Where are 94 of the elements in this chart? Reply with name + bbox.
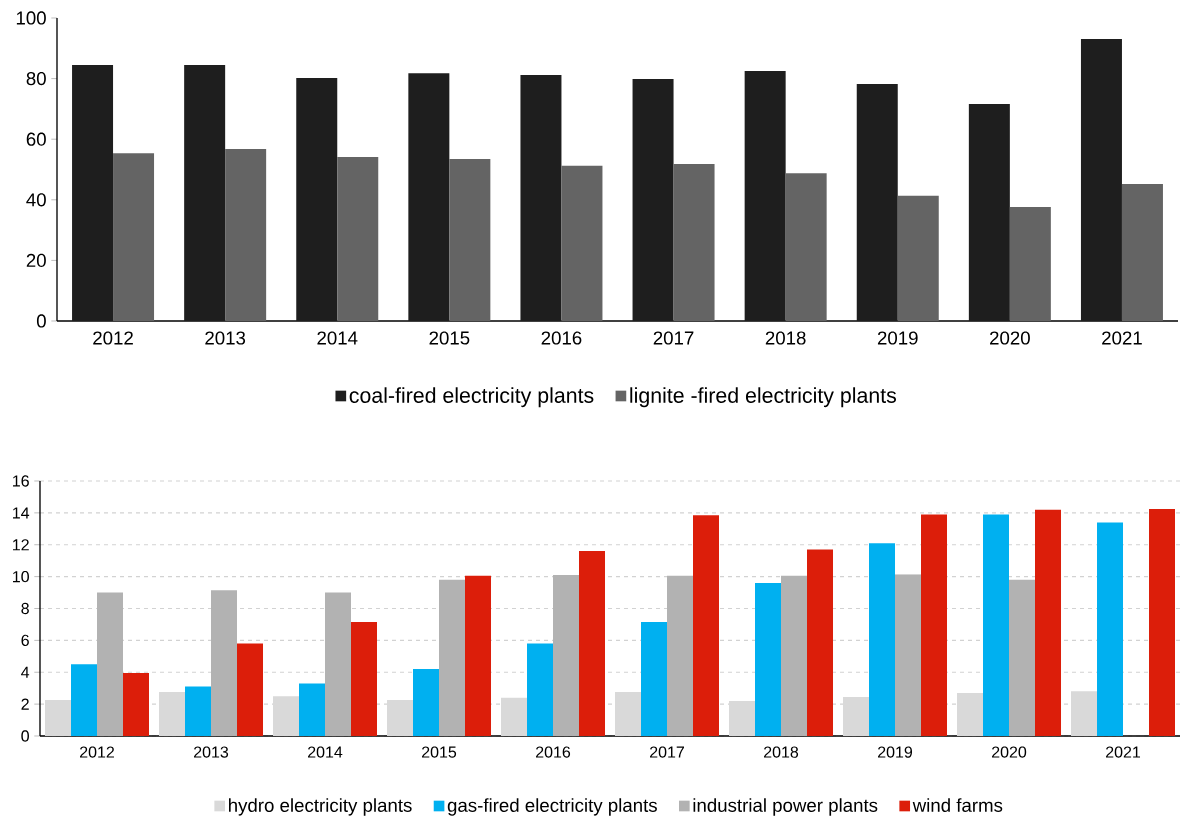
bar: [781, 575, 807, 736]
x-tick-label: 2021: [1102, 331, 1142, 345]
bar: [1035, 509, 1062, 736]
bar: [895, 574, 922, 736]
bar: [184, 64, 226, 321]
bar: [1009, 207, 1051, 321]
y-tick-label: 12: [13, 539, 29, 551]
x-tick-label: 2016: [536, 746, 571, 758]
y-tick-label: 14: [13, 507, 30, 519]
x-tick-label: 2017: [653, 331, 694, 345]
bar: [632, 78, 674, 321]
y-tick-label: 4: [21, 666, 30, 678]
x-tick-label: 2013: [194, 746, 229, 758]
bar: [185, 686, 211, 736]
bar: [299, 683, 325, 736]
y-tick-label: 0: [36, 314, 46, 328]
y-tick-label: 16: [13, 475, 29, 487]
bar: [225, 148, 267, 321]
bar: [897, 195, 939, 321]
bar: [159, 692, 185, 736]
legend-label: coal-fired electricity plants: [349, 387, 594, 408]
bar: [1009, 579, 1036, 736]
bar: [921, 514, 948, 736]
bar: [387, 699, 413, 736]
y-tick-label: 80: [26, 71, 46, 86]
bar: [869, 543, 895, 736]
bar: [71, 664, 97, 736]
bar: [351, 622, 377, 736]
bar: [97, 592, 123, 736]
bar: [296, 77, 338, 321]
y-tick-label: 40: [26, 193, 46, 207]
bar: [520, 74, 562, 321]
y-tick-label: 60: [26, 132, 46, 146]
bar: [439, 579, 465, 736]
legend-label: gas-fired electricity plants: [447, 798, 657, 816]
bar: [408, 73, 450, 321]
x-tick-label: 2018: [765, 331, 806, 345]
bar: [413, 669, 439, 736]
legend-label: lignite -fired electricity plants: [630, 387, 897, 408]
bar: [553, 575, 580, 736]
bar: [211, 590, 237, 736]
bar: [337, 157, 379, 321]
x-tick-label: 2015: [429, 331, 470, 345]
x-tick-label: 2019: [878, 746, 913, 758]
bar: [579, 551, 605, 736]
x-tick-label: 2020: [990, 331, 1030, 345]
bar: [45, 699, 71, 736]
y-tick-label: 2: [21, 698, 29, 710]
bar: [123, 673, 149, 736]
bar: [273, 696, 299, 736]
bar: [693, 515, 719, 736]
bar: [1121, 184, 1163, 321]
bar: [561, 165, 603, 321]
bar: [1149, 508, 1176, 736]
y-tick-label: 6: [21, 634, 29, 647]
legend-label: industrial power plants: [693, 798, 878, 816]
bar: [325, 592, 351, 736]
x-tick-label: 2016: [541, 331, 582, 345]
x-tick-label: 2021: [1106, 746, 1141, 758]
bar: [1080, 38, 1122, 321]
x-tick-label: 2015: [422, 746, 457, 758]
y-tick-label: 20: [26, 253, 46, 268]
bar: [673, 164, 715, 321]
bar: [465, 575, 492, 736]
bar: [527, 643, 553, 736]
legend-label: hydro electricity plants: [229, 798, 412, 816]
bar: [807, 549, 834, 736]
bar: [1097, 522, 1124, 736]
bar: [449, 158, 491, 321]
bar: [968, 104, 1010, 321]
x-tick-label: 2018: [764, 746, 799, 758]
x-tick-label: 2020: [992, 746, 1027, 758]
x-tick-label: 2013: [205, 331, 246, 345]
y-tick-label: 100: [16, 11, 46, 25]
bar: [237, 643, 263, 736]
x-tick-label: 2014: [317, 331, 358, 345]
x-tick-label: 2014: [308, 746, 343, 758]
x-tick-label: 2017: [650, 746, 684, 758]
bar: [785, 173, 827, 321]
bar: [72, 64, 114, 321]
x-tick-label: 2019: [877, 331, 918, 345]
bar: [641, 622, 668, 736]
bar: [744, 71, 786, 321]
bar: [983, 514, 1010, 736]
x-tick-label: 2012: [80, 746, 114, 758]
x-tick-label: 2012: [93, 331, 133, 345]
bar: [113, 153, 155, 321]
bar: [667, 575, 694, 736]
y-tick-label: 8: [21, 602, 29, 615]
y-tick-label: 10: [13, 570, 29, 583]
legend-label: wind farms: [912, 798, 1003, 812]
y-tick-label: 0: [21, 730, 29, 742]
bar: [856, 84, 898, 321]
bar: [755, 583, 782, 736]
